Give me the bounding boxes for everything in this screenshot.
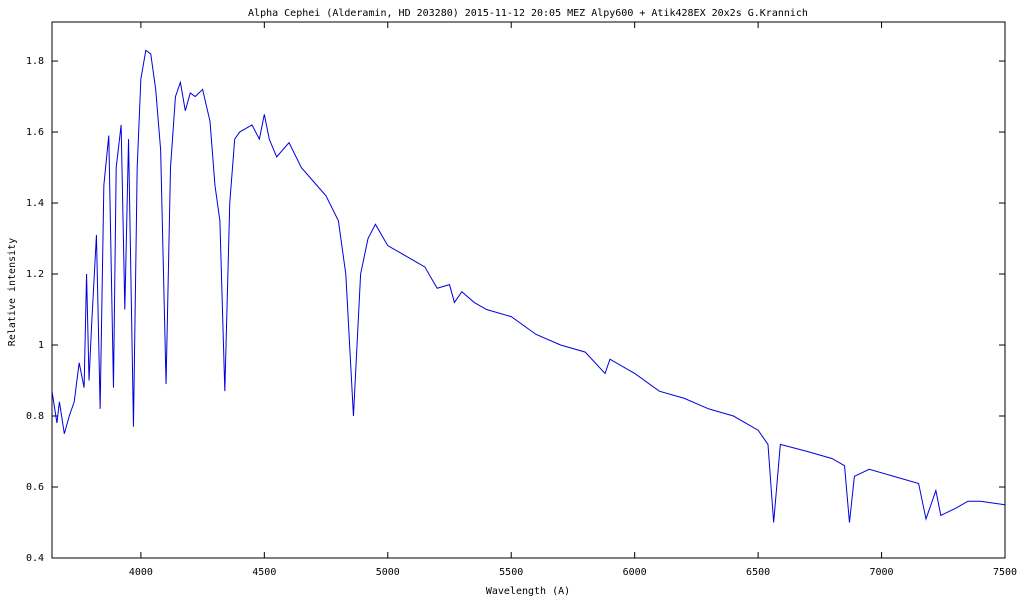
x-tick-label: 6500 (746, 567, 770, 578)
chart-title: Alpha Cephei (Alderamin, HD 203280) 2015… (248, 8, 808, 19)
plot-frame (51, 21, 1006, 559)
y-tick-label: 1.2 (26, 269, 44, 280)
x-tick-label: 7000 (870, 567, 894, 578)
x-tick-label: 7500 (993, 567, 1017, 578)
y-tick-label: 1.6 (26, 127, 44, 138)
x-tick-label: 6000 (623, 567, 647, 578)
y-tick-label: 0.8 (26, 411, 44, 422)
x-tick-label: 4000 (129, 567, 153, 578)
spectrum-line (51, 49, 1006, 523)
x-tick-label: 5000 (376, 567, 400, 578)
y-tick-label: 0.4 (26, 553, 44, 564)
y-tick-label: 0.6 (26, 482, 44, 493)
y-tick-label: 1 (38, 340, 44, 351)
y-tick-label: 1.8 (26, 56, 44, 67)
x-axis-label: Wavelength (A) (486, 586, 570, 597)
y-axis-label: Relative intensity (7, 238, 18, 346)
y-tick-label: 1.4 (26, 198, 44, 209)
x-tick-label: 4500 (252, 567, 276, 578)
x-tick-label: 5500 (499, 567, 523, 578)
